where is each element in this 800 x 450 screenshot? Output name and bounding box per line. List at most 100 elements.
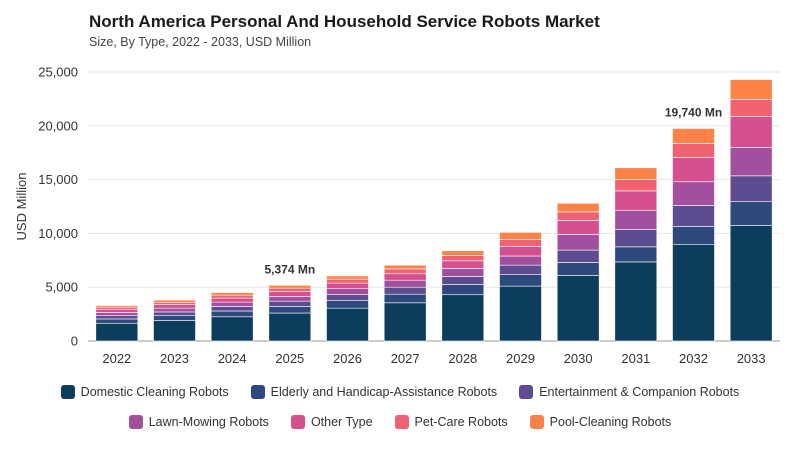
bar-segment — [95, 322, 139, 342]
bar-segment — [383, 264, 427, 270]
bar-segment — [95, 306, 139, 310]
legend-swatch — [290, 415, 305, 429]
bar-segment — [326, 288, 369, 295]
bar-segment — [268, 291, 312, 297]
bar-segment — [499, 246, 542, 257]
bar-segment — [153, 311, 196, 317]
bar-segment — [326, 282, 369, 290]
legend-row-1: Domestic Cleaning Robots Elderly and Hand… — [0, 385, 800, 399]
legend-item: Elderly and Handicap-Assistance Robots — [250, 385, 498, 399]
legend-swatch — [519, 385, 534, 399]
y-tick-label: 0 — [71, 334, 78, 349]
legend-row-2: Lawn-Mowing Robots Other Type Pet-Care Rob… — [0, 415, 800, 429]
bar-segment — [383, 268, 427, 275]
bar-segment — [383, 293, 427, 304]
x-tick-label: 2031 — [621, 351, 650, 366]
legend-item: Entertainment & Companion Robots — [519, 385, 739, 399]
bar-segment — [614, 179, 658, 192]
legend-label: Other Type — [310, 415, 373, 429]
y-axis-label: USD Million — [14, 173, 29, 241]
data-label: 5,374 Mn — [264, 262, 315, 276]
legend-label: Pool-Cleaning Robots — [549, 415, 672, 429]
legend-swatch — [394, 415, 409, 429]
bar-segment — [729, 225, 773, 342]
chart-subtitle: Size, By Type, 2022 - 2033, USD Million — [89, 35, 312, 49]
bar-segment — [556, 249, 600, 263]
bar-segment — [268, 312, 312, 342]
bar-segment — [672, 143, 715, 158]
x-tick-label: 2032 — [679, 351, 708, 366]
bar-segment — [556, 234, 600, 251]
bar-segment — [95, 312, 139, 317]
bar-segment — [95, 308, 139, 313]
bar-segment — [153, 307, 196, 313]
bar-segment — [556, 262, 600, 276]
bar-segment — [614, 190, 658, 211]
bar-segment — [499, 232, 542, 240]
bar-segment — [556, 275, 600, 342]
bar-segment — [326, 307, 369, 342]
legend-swatch — [529, 415, 544, 429]
bar-segment — [441, 250, 485, 256]
bar-segment — [614, 246, 658, 263]
bar-segment — [499, 285, 542, 342]
y-tick-label: 25,000 — [38, 65, 78, 80]
x-tick-label: 2024 — [218, 351, 247, 366]
bar-segment — [268, 287, 312, 292]
bar-segment — [210, 301, 254, 307]
x-tick-label: 2029 — [506, 351, 535, 366]
bar-segment — [672, 226, 715, 245]
bar-segment — [441, 255, 485, 262]
legend-item: Pet-Care Robots — [394, 415, 508, 429]
bar-segment — [614, 209, 658, 230]
bar-segment — [326, 294, 369, 301]
bar-segment — [383, 279, 427, 288]
legend-label: Entertainment & Companion Robots — [539, 385, 740, 399]
y-tick-label: 20,000 — [38, 118, 78, 133]
legend-swatch — [250, 385, 265, 399]
legend-item: Lawn-Mowing Robots — [128, 415, 269, 429]
bar-segment — [210, 294, 254, 299]
bar-segment — [153, 320, 196, 342]
bar-segment — [210, 310, 254, 318]
y-tick-label: 10,000 — [38, 226, 78, 241]
bar-segment — [153, 301, 196, 305]
x-tick-label: 2025 — [275, 351, 304, 366]
x-tick-label: 2022 — [102, 351, 131, 366]
bar-segment — [210, 306, 254, 312]
legend-label: Pet-Care Robots — [414, 415, 508, 429]
bar-segment — [499, 239, 542, 247]
bar-segment — [672, 157, 715, 183]
x-tick-label: 2027 — [391, 351, 420, 366]
bar-segment — [441, 284, 485, 296]
bar-segment — [153, 299, 196, 303]
bar-segment — [672, 128, 715, 144]
x-tick-label: 2030 — [564, 351, 593, 366]
bar-segment — [499, 255, 542, 266]
bar-segment — [729, 175, 773, 202]
bar-segment — [441, 276, 485, 285]
bar-segment — [499, 273, 542, 287]
bar-segment — [95, 318, 139, 324]
bar-segment — [556, 211, 600, 221]
bar-segment — [210, 316, 254, 342]
bar-segment — [326, 278, 369, 284]
bar-segment — [729, 201, 773, 226]
bar-segment — [499, 264, 542, 275]
legend-item: Pool-Cleaning Robots — [529, 415, 672, 429]
bar-segment — [556, 202, 600, 213]
bar-segment — [614, 229, 658, 248]
bar-segment — [383, 302, 427, 342]
y-tick-label: 5,000 — [45, 280, 78, 295]
x-tick-label: 2023 — [160, 351, 189, 366]
bar-segment — [556, 220, 600, 235]
x-tick-label: 2028 — [448, 351, 477, 366]
bar-segment — [210, 297, 254, 303]
bar-segment — [153, 315, 196, 321]
legend-label: Elderly and Handicap-Assistance Robots — [270, 385, 498, 399]
bar-segment — [729, 116, 773, 148]
bar-segment — [268, 284, 312, 289]
bar-segment — [383, 286, 427, 295]
bar-segment — [326, 300, 369, 309]
bar-segment — [268, 296, 312, 302]
